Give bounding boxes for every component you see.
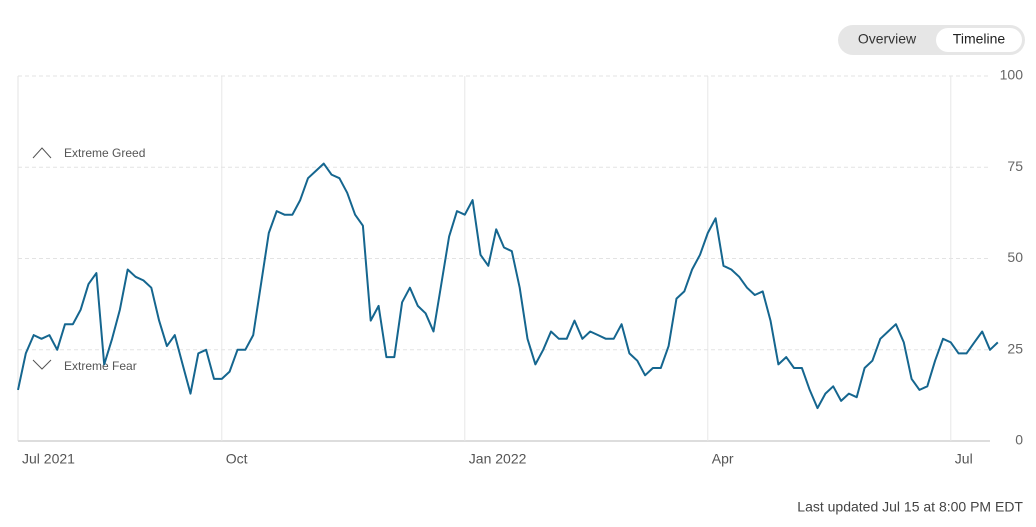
- annotation-fear: Extreme Fear: [64, 359, 137, 373]
- y-tick-label: 25: [1007, 340, 1023, 356]
- greed-icon: [32, 147, 52, 159]
- tab-overview[interactable]: Overview: [858, 31, 917, 47]
- x-tick-label: Jul 2021: [22, 451, 75, 467]
- y-tick-label: 100: [1000, 67, 1024, 83]
- annotation-greed: Extreme Greed: [64, 146, 145, 160]
- fear-icon: [32, 359, 52, 370]
- x-tick-label: Jan 2022: [469, 451, 527, 467]
- x-tick-label: Jul: [955, 451, 973, 467]
- y-tick-label: 75: [1007, 158, 1023, 174]
- tab-timeline[interactable]: Timeline: [953, 31, 1006, 47]
- y-tick-label: 0: [1015, 432, 1023, 448]
- tab-active-bg: [936, 28, 1022, 52]
- x-tick-label: Oct: [226, 451, 248, 467]
- footer: Last updated Jul 15 at 8:00 PM EDT: [797, 499, 1023, 515]
- x-tick-label: Apr: [712, 451, 734, 467]
- y-tick-label: 50: [1007, 249, 1023, 265]
- series-line: [17, 162, 999, 410]
